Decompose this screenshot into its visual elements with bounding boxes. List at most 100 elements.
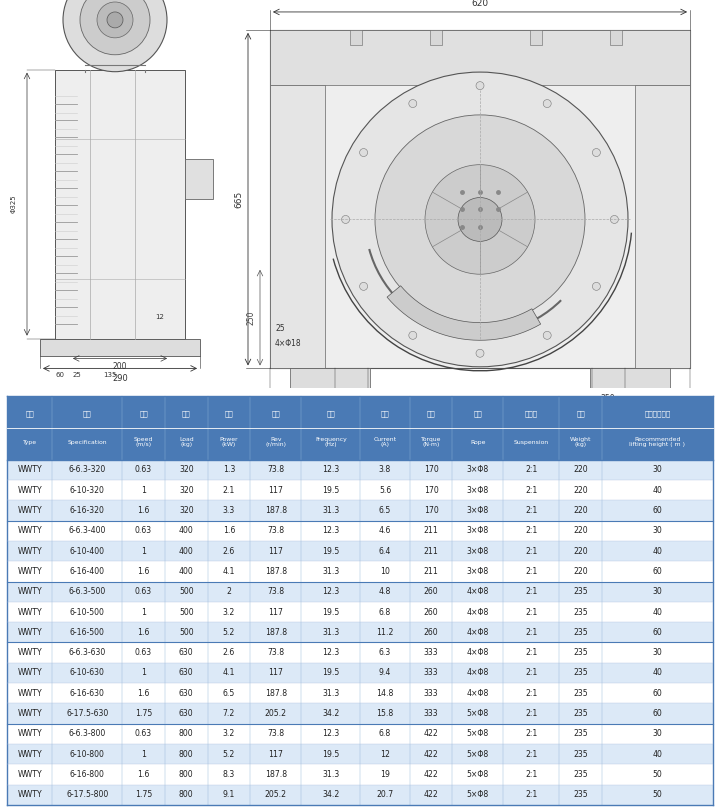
Bar <box>53 460 122 480</box>
Text: 73.8: 73.8 <box>267 648 284 657</box>
Text: 10: 10 <box>380 567 390 576</box>
Bar <box>122 521 165 541</box>
Text: 0.63: 0.63 <box>135 527 152 536</box>
Text: Recommended
lifting height ( m ): Recommended lifting height ( m ) <box>629 437 685 447</box>
Text: 1.75: 1.75 <box>135 709 152 718</box>
Bar <box>165 521 207 541</box>
Text: 载重: 载重 <box>182 410 191 417</box>
Text: 4×Φ8: 4×Φ8 <box>467 648 489 657</box>
Circle shape <box>458 197 502 241</box>
Bar <box>122 765 165 785</box>
Circle shape <box>341 215 350 223</box>
Text: 1.6: 1.6 <box>138 628 150 637</box>
Bar <box>165 460 207 480</box>
Text: 梯速: 梯速 <box>139 410 148 417</box>
Bar <box>165 500 207 521</box>
Bar <box>301 683 361 703</box>
Text: 19.5: 19.5 <box>323 668 339 677</box>
Text: 30: 30 <box>652 730 662 739</box>
Text: 40: 40 <box>652 608 662 616</box>
Text: 2:1: 2:1 <box>525 709 537 718</box>
Text: 25: 25 <box>275 324 284 333</box>
Text: 2:1: 2:1 <box>525 648 537 657</box>
Text: 0.63: 0.63 <box>135 730 152 739</box>
Bar <box>602 663 713 683</box>
Text: 转矩: 转矩 <box>427 410 436 417</box>
Text: 73.8: 73.8 <box>267 587 284 596</box>
Bar <box>503 460 559 480</box>
Bar <box>559 663 602 683</box>
Bar <box>251 663 301 683</box>
Bar <box>559 561 602 582</box>
Bar <box>53 765 122 785</box>
Bar <box>165 765 207 785</box>
Bar <box>602 642 713 663</box>
Bar <box>602 521 713 541</box>
Text: 0.63: 0.63 <box>135 465 152 474</box>
Text: 400: 400 <box>179 567 194 576</box>
Text: 60: 60 <box>652 688 662 698</box>
Text: 31.3: 31.3 <box>323 628 339 637</box>
Text: WWTY: WWTY <box>17 506 42 515</box>
Bar <box>410 396 452 460</box>
Bar <box>503 602 559 622</box>
Text: 422: 422 <box>423 730 438 739</box>
Text: 235: 235 <box>573 608 588 616</box>
Bar <box>361 500 410 521</box>
Bar <box>430 30 442 44</box>
Text: 19: 19 <box>380 770 390 779</box>
Text: 12.3: 12.3 <box>323 730 339 739</box>
Bar <box>251 622 301 642</box>
Bar <box>410 765 452 785</box>
Bar <box>503 561 559 582</box>
Text: WWTY: WWTY <box>17 608 42 616</box>
Circle shape <box>543 332 552 339</box>
Bar <box>165 703 207 724</box>
Text: 73.8: 73.8 <box>267 465 284 474</box>
Bar <box>361 396 410 460</box>
Bar <box>122 602 165 622</box>
Circle shape <box>359 282 368 290</box>
Bar <box>361 460 410 480</box>
Text: 630: 630 <box>179 668 194 677</box>
Bar <box>301 561 361 582</box>
Bar <box>53 396 122 460</box>
Bar <box>7 460 53 480</box>
Bar <box>559 500 602 521</box>
Text: 2:1: 2:1 <box>525 506 537 515</box>
Text: 34.2: 34.2 <box>323 790 339 799</box>
Bar <box>7 396 53 460</box>
Bar <box>361 561 410 582</box>
Bar <box>361 683 410 703</box>
Bar <box>53 642 122 663</box>
Bar <box>503 663 559 683</box>
Text: Torque
(N·m): Torque (N·m) <box>420 437 441 447</box>
Text: 422: 422 <box>423 770 438 779</box>
Bar <box>503 396 559 460</box>
Text: 60: 60 <box>55 372 65 379</box>
Bar <box>207 663 251 683</box>
Text: 1: 1 <box>141 608 146 616</box>
Text: 12.3: 12.3 <box>323 648 339 657</box>
Text: 211: 211 <box>423 547 438 556</box>
Bar <box>301 582 361 602</box>
Circle shape <box>476 349 484 358</box>
Bar <box>635 85 690 368</box>
Text: 2:1: 2:1 <box>525 587 537 596</box>
Bar <box>602 460 713 480</box>
Bar <box>503 785 559 805</box>
Text: 1.6: 1.6 <box>222 527 235 536</box>
Bar <box>410 724 452 744</box>
Text: 5×Φ8: 5×Φ8 <box>467 709 489 718</box>
Text: 400: 400 <box>179 547 194 556</box>
Text: 4.8: 4.8 <box>379 587 391 596</box>
Bar <box>503 765 559 785</box>
Text: 6.4: 6.4 <box>379 547 391 556</box>
Text: 200: 200 <box>113 362 127 371</box>
Text: 2:1: 2:1 <box>525 730 537 739</box>
Text: 205.2: 205.2 <box>265 709 287 718</box>
Bar <box>602 561 713 582</box>
Bar <box>165 724 207 744</box>
Text: 290: 290 <box>112 375 128 383</box>
Bar <box>207 396 251 460</box>
